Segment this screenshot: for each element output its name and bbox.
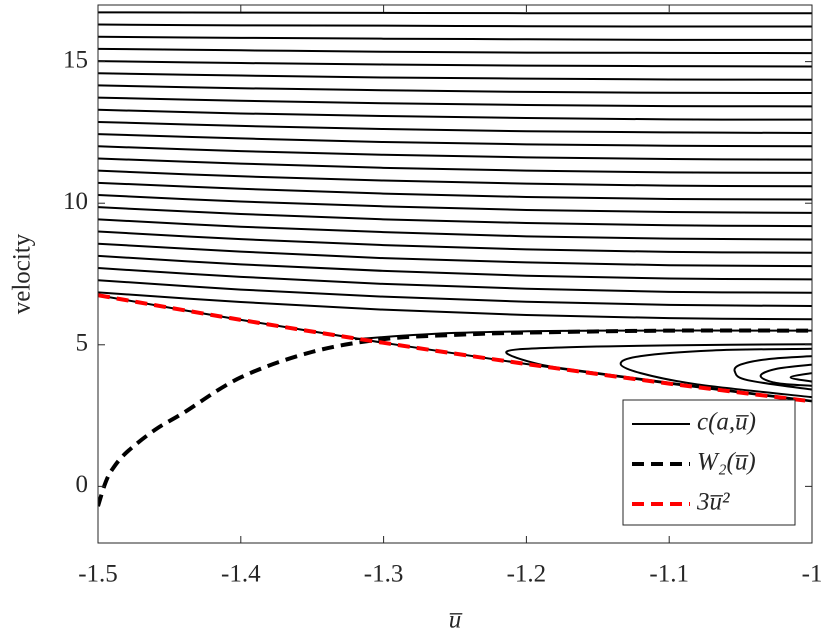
- x-axis-label: u̅: [449, 607, 463, 634]
- x-tick-label: -1.5: [78, 561, 118, 588]
- y-tick-label: 5: [76, 330, 89, 357]
- x-tick-label: -1.4: [221, 561, 261, 588]
- y-tick-label: 0: [76, 471, 89, 498]
- y-tick-label: 15: [63, 46, 88, 73]
- legend-label: c(a,u̅): [697, 409, 756, 436]
- legend-label: 3u̅²: [696, 489, 730, 516]
- x-tick-label: -1: [802, 561, 823, 588]
- y-tick-label: 10: [63, 188, 88, 215]
- y-axis-label: velocity: [9, 233, 36, 314]
- x-tick-label: -1.1: [649, 561, 689, 588]
- data-line: [98, 328, 812, 507]
- x-tick-label: -1.3: [364, 561, 404, 588]
- data-line: [98, 293, 812, 404]
- data-line: [98, 11, 812, 403]
- legend-label: W₂(u̅): [697, 449, 756, 476]
- x-tick-label: -1.2: [507, 561, 547, 588]
- axes-box: [97, 4, 813, 544]
- plot-lines: [98, 11, 812, 507]
